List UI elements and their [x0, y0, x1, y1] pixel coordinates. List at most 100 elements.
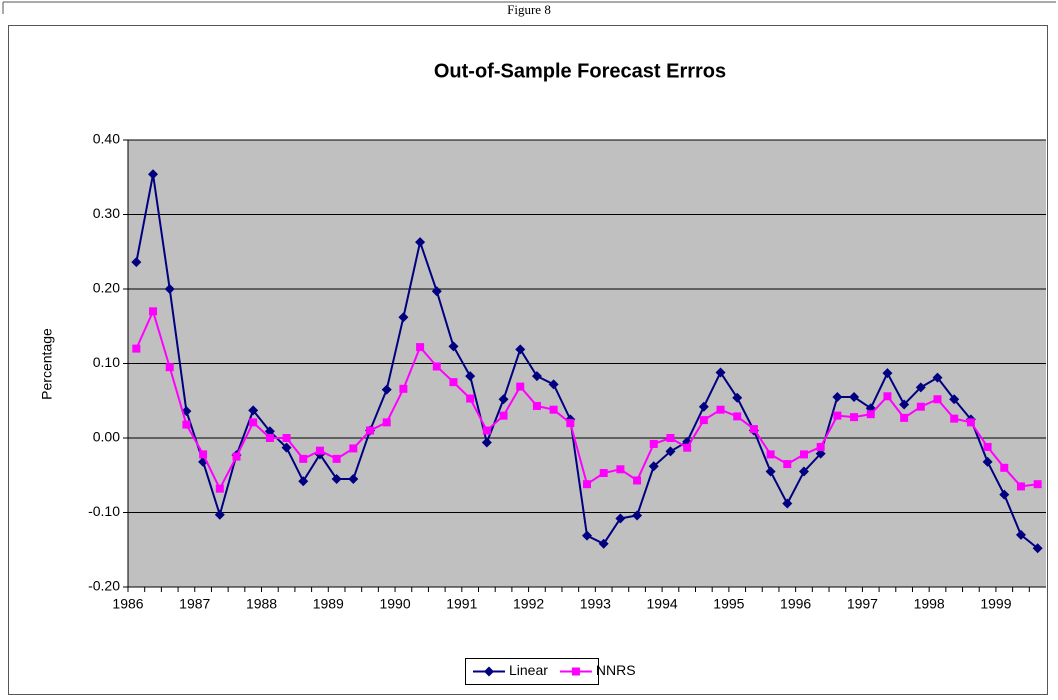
x-tick-label: 1988 — [246, 596, 277, 612]
marker — [799, 450, 808, 459]
marker — [816, 442, 825, 451]
x-tick-label: 1986 — [112, 596, 143, 612]
y-tick-label: 0.20 — [93, 280, 120, 296]
marker — [132, 344, 141, 353]
marker — [214, 509, 225, 520]
marker — [432, 362, 441, 371]
x-tick-label: 1996 — [780, 596, 811, 612]
marker — [783, 460, 792, 469]
marker — [732, 392, 743, 403]
marker — [782, 498, 793, 509]
marker — [932, 372, 943, 383]
marker — [516, 382, 525, 391]
marker — [566, 419, 575, 428]
marker — [549, 405, 558, 414]
x-tick-label: 1990 — [379, 596, 410, 612]
marker — [733, 412, 742, 421]
marker — [415, 237, 426, 248]
marker — [699, 416, 708, 425]
marker — [298, 476, 309, 487]
marker — [1032, 543, 1043, 554]
marker — [582, 530, 592, 541]
marker — [431, 286, 442, 297]
marker — [482, 426, 491, 435]
legend: Linear NNRS — [465, 658, 636, 685]
marker — [615, 513, 626, 524]
marker — [599, 469, 608, 478]
marker — [215, 484, 224, 493]
figure-caption: Figure 8 — [507, 2, 551, 17]
marker — [399, 384, 408, 393]
marker — [299, 454, 308, 463]
marker — [648, 461, 659, 472]
marker — [665, 446, 676, 457]
y-tick-label: -0.10 — [88, 503, 120, 519]
marker — [282, 434, 291, 442]
marker — [382, 418, 391, 427]
x-tick-label: 1997 — [847, 596, 878, 612]
x-tick-label: 1994 — [647, 596, 678, 612]
marker — [900, 413, 909, 422]
marker — [633, 476, 642, 485]
marker — [499, 411, 508, 420]
marker — [331, 473, 342, 484]
marker — [481, 437, 492, 448]
marker — [548, 379, 559, 390]
marker — [715, 367, 726, 378]
y-axis-label: Percentage — [39, 328, 55, 400]
marker — [915, 382, 926, 393]
y-tick-label: 0.40 — [93, 131, 120, 147]
marker — [950, 414, 959, 423]
marker — [1033, 480, 1042, 489]
marker — [281, 442, 292, 453]
x-tick-label: 1991 — [446, 596, 477, 612]
marker — [398, 312, 409, 323]
marker — [448, 341, 459, 352]
marker — [131, 257, 142, 268]
marker — [598, 538, 609, 549]
x-tick-label: 1989 — [313, 596, 344, 612]
marker — [716, 405, 725, 414]
marker — [449, 378, 458, 387]
x-tick-label: 1999 — [980, 596, 1011, 612]
marker — [983, 442, 992, 451]
marker — [498, 394, 509, 405]
marker — [366, 426, 375, 435]
marker — [515, 344, 526, 355]
marker — [683, 443, 692, 452]
legend-label: Linear — [509, 662, 548, 678]
marker — [248, 405, 259, 416]
marker — [899, 399, 910, 410]
marker — [182, 420, 191, 429]
x-tick-label: 1998 — [914, 596, 945, 612]
marker — [199, 450, 208, 459]
marker — [966, 418, 975, 427]
marker — [666, 434, 675, 442]
chart-title: Out-of-Sample Forecast Errros — [434, 60, 726, 82]
marker — [164, 284, 175, 294]
marker — [465, 371, 476, 382]
marker — [149, 307, 158, 316]
marker — [616, 465, 625, 474]
marker — [883, 392, 892, 401]
marker — [949, 394, 960, 405]
marker — [832, 392, 843, 403]
marker — [264, 426, 275, 437]
marker — [798, 466, 809, 477]
marker — [349, 444, 358, 453]
marker — [315, 446, 324, 455]
marker — [882, 368, 893, 379]
marker — [249, 418, 258, 427]
marker — [1015, 529, 1026, 540]
marker — [982, 456, 993, 467]
marker — [583, 480, 591, 489]
marker — [632, 510, 643, 521]
marker — [571, 667, 580, 676]
marker — [999, 489, 1010, 500]
marker — [416, 343, 425, 352]
legend-label: NNRS — [596, 662, 636, 678]
marker — [833, 411, 842, 420]
x-tick-label: 1993 — [580, 596, 611, 612]
y-tick-label: 0.00 — [93, 429, 120, 445]
marker — [933, 395, 942, 404]
